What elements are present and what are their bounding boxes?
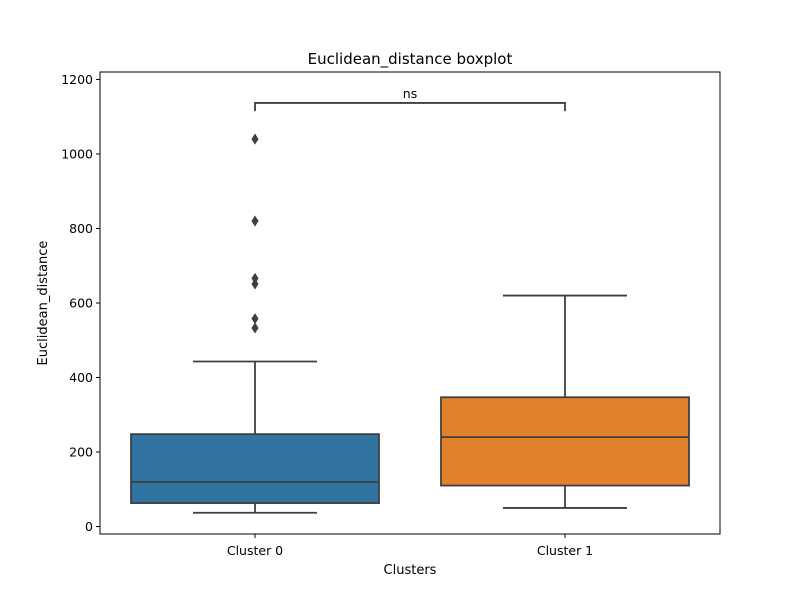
significance-bracket	[254, 102, 566, 112]
y-tick-label: 1000	[61, 146, 93, 161]
y-axis-label: Euclidean_distance	[36, 241, 51, 366]
y-tick-label: 600	[69, 296, 93, 311]
outlier-point	[251, 133, 259, 145]
outlier-point	[251, 215, 259, 227]
box-group	[130, 133, 380, 514]
x-axis: Cluster 0 Cluster 1	[227, 534, 593, 558]
iqr-box	[130, 433, 380, 504]
y-tick-label: 400	[69, 370, 93, 385]
outlier-point	[251, 322, 259, 334]
y-tick-label: 0	[85, 519, 93, 534]
box-group	[440, 294, 690, 509]
plot-area: ns	[130, 86, 690, 514]
y-axis: 0 200 400 600 800 1000 1200	[61, 72, 100, 534]
x-axis-label: Clusters	[384, 563, 437, 578]
x-tick-label: Cluster 1	[537, 543, 593, 558]
chart-title: Euclidean_distance boxplot	[308, 50, 513, 69]
x-tick-label: Cluster 0	[227, 543, 283, 558]
significance-label: ns	[403, 86, 417, 101]
outlier-point	[251, 272, 259, 284]
y-tick-label: 800	[69, 221, 93, 236]
y-tick-label: 1200	[61, 72, 93, 87]
y-tick-label: 200	[69, 445, 93, 460]
outlier-point	[251, 313, 259, 325]
iqr-box	[440, 396, 690, 487]
outlier-point	[251, 278, 259, 290]
